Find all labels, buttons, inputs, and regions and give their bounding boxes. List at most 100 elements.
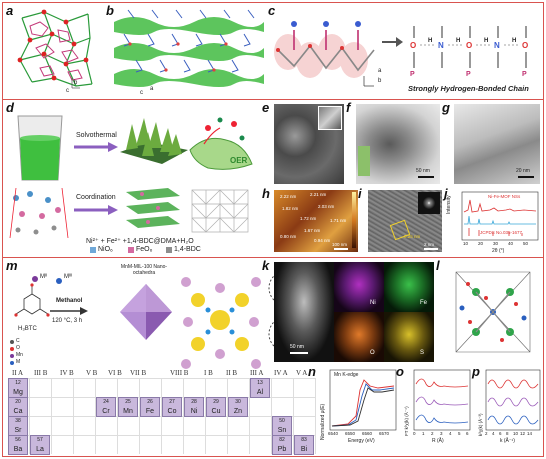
panel-p-tick-2: 4 (492, 431, 495, 436)
panel-b-axis-a: a (150, 86, 154, 92)
periodic-group-VIB: VI B (108, 369, 122, 377)
panel-l-crystal-structure (455, 271, 531, 353)
svg-text:O: O (466, 41, 472, 50)
panel-d-beaker (17, 115, 63, 181)
periodic-group-IIB: II B (226, 369, 238, 377)
periodic-group-IVA: IV A (274, 369, 288, 377)
element-bi: 83 Bi (294, 435, 314, 455)
svg-text:P: P (466, 71, 471, 78)
panel-o-tick-1: 0 (413, 431, 416, 436)
panel-n-xlabel: Energy (eV) (348, 438, 375, 444)
panel-d-solvothermal: Solvothermal (76, 132, 117, 139)
panel-label-e: e (262, 100, 270, 115)
panel-m-legend-mn-label: Mn (16, 352, 23, 358)
panel-o-tick-7: 6 (466, 431, 469, 436)
panel-m-legend-o (10, 347, 14, 351)
panel-p-tick-7: 14 (527, 431, 533, 436)
panel-c-title: Strongly Hydrogen-Bonded Chain (408, 84, 529, 93)
panel-d-oer-sheet (189, 117, 253, 170)
panel-j-tick-2: 20 (478, 241, 484, 246)
periodic-group-IIIA: III A (250, 369, 264, 377)
svg-text:H: H (512, 38, 516, 44)
panel-n-tick-4: 6570 (379, 431, 390, 436)
svg-text:N: N (438, 41, 444, 50)
element-zn: 30 Zn (228, 397, 248, 417)
panel-m-octahedron (120, 284, 172, 340)
panel-o-tick-5: 4 (449, 431, 452, 436)
panel-i-scalebar (424, 248, 438, 250)
svg-text:H: H (428, 38, 432, 44)
panel-k-scalebar (290, 352, 308, 354)
panel-n-title: Mn K-edge (334, 372, 359, 378)
panel-d-bubbles (9, 188, 69, 239)
panel-label-j: j (444, 186, 448, 201)
element-fe: 26 Fe (140, 397, 160, 417)
panel-label-i: i (358, 186, 362, 201)
panel-label-a: a (6, 3, 14, 18)
panel-p-ylabel: k³χ(k) (Å⁻³) (478, 413, 483, 436)
panel-m-legend-m-label: M (16, 359, 21, 365)
panel-d-legend-feo6-swatch (128, 247, 134, 253)
panel-n-tick-2: 6550 (345, 431, 356, 436)
panel-m-metal1: Mᴵᴵ (40, 274, 48, 280)
panel-d-layer-stack (126, 188, 180, 228)
element-ca: 20 Ca (8, 397, 28, 417)
periodic-group-VIIB: VII B (130, 369, 147, 377)
panel-p-tick-3: 6 (499, 431, 502, 436)
panel-d-legend-feo6: FeO₆ (136, 246, 153, 253)
svg-text:O: O (410, 41, 416, 50)
svg-text:H: H (456, 38, 460, 44)
element-ni: 28 Ni (184, 397, 204, 417)
panel-d-nanosheet-forest (120, 118, 188, 164)
panel-d-legend-nio6-swatch (90, 247, 96, 253)
panel-label-f: f (346, 100, 351, 115)
panel-n-tick-1: 6540 (328, 431, 339, 436)
panel-j-xrd-plot (461, 191, 539, 241)
panel-a-framework (17, 9, 93, 89)
panel-label-g: g (442, 100, 450, 115)
panel-p-tick-4: 8 (506, 431, 509, 436)
panel-j-xlabel: 2θ (°) (492, 248, 505, 254)
panel-f-tem-image (356, 104, 440, 184)
panel-p-kspace-plot (485, 369, 541, 431)
panel-d-legend-bdc-swatch (166, 247, 172, 253)
panel-o-tick-4: 3 (440, 431, 443, 436)
panel-m-legend-mn (10, 354, 14, 358)
panel-c-hbond-chain: O N O N O H H H H P P P (410, 26, 528, 78)
svg-text:O: O (522, 41, 528, 50)
panel-m-btc-ligand (14, 283, 50, 317)
panel-d-coordination: Coordination (76, 194, 116, 201)
panel-h-label-8: 1.67 nm (304, 228, 321, 233)
element-cr: 24 Cr (96, 397, 116, 417)
panel-j-tick-1: 10 (463, 241, 469, 246)
panel-h-label-9: 0.94 nm (314, 238, 331, 243)
periodic-group-VIIIB: VIII B (170, 369, 189, 377)
panel-j-tick-5: 50 (523, 241, 529, 246)
panel-g-tem-image (454, 104, 540, 184)
panel-label-l: l (436, 258, 440, 273)
panel-h-label-2: 2.21 nm (310, 192, 327, 197)
element-co: 27 Co (162, 397, 182, 417)
element-la: 57 La (30, 435, 50, 455)
element-mn: 25 Mn (118, 397, 138, 417)
panel-j-ref: JCPDS No.035-1677 (480, 230, 523, 235)
panel-a-axis-b: b (74, 80, 78, 86)
panel-d-reaction: Ni²⁺ + Fe²⁺ +1,4-BDC@DMA+H₂O (86, 238, 194, 245)
panel-m-legend-c-label: C (16, 338, 20, 344)
panel-m-metal2-dot (56, 278, 62, 284)
panel-k-map-s (384, 312, 434, 362)
panel-c-axis-b: b (378, 78, 382, 84)
panel-k-ni: Ni (370, 300, 376, 306)
element-ba: 56 Ba (8, 435, 28, 455)
panel-h-label-5: 1.72 nm (300, 216, 317, 221)
element-al: 13 Al (250, 378, 270, 398)
svg-text:P: P (522, 71, 527, 78)
panel-label-m: m (6, 258, 18, 273)
frame-bottom (2, 257, 544, 457)
panel-m-legend-m (10, 361, 14, 365)
panel-h-label-7: 0.80 nm (280, 234, 297, 239)
panel-p-tick-5: 10 (513, 431, 519, 436)
svg-text:N: N (494, 41, 500, 50)
panel-h-label-3: 1.82 nm (282, 206, 299, 211)
element-sr: 38 Sr (8, 416, 28, 436)
